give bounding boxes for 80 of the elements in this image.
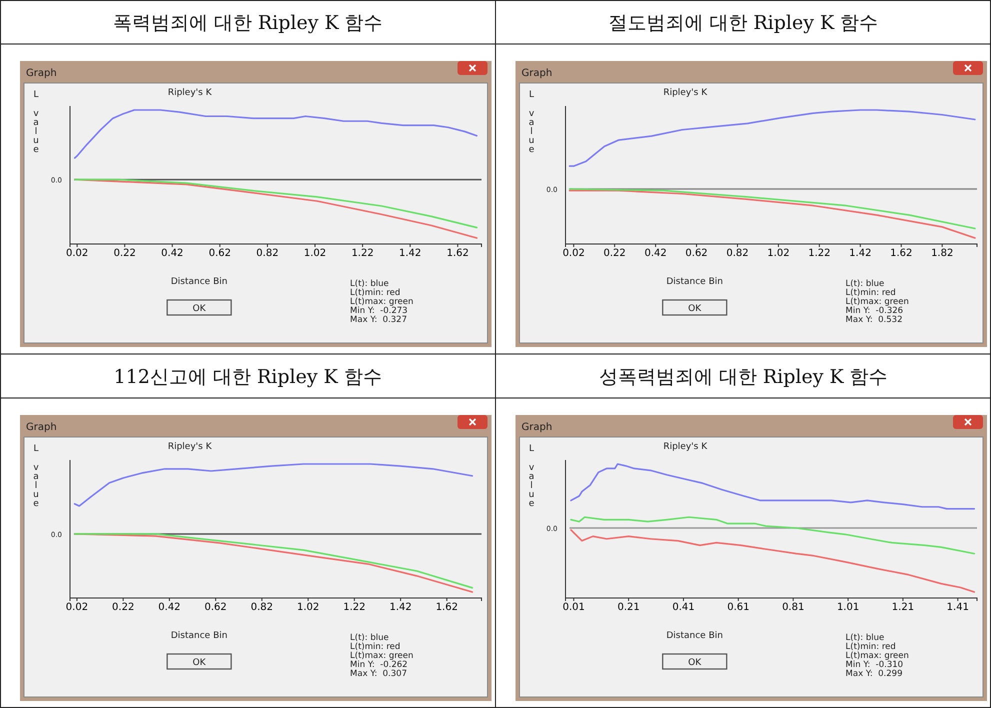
- text: Min Y: -0.326: [846, 306, 904, 316]
- x-tick-label: 1.62: [446, 248, 469, 260]
- x-tick-label: 0.42: [644, 248, 667, 260]
- x-tick-label: 0.02: [66, 602, 88, 614]
- text: L(t)max: green: [846, 297, 909, 307]
- x-tick-label: 1.82: [931, 248, 954, 260]
- chart-title: 폭력범죄에 대한 Ripley K 함수: [112, 12, 383, 34]
- x-axis-title: Distance Bin: [170, 277, 228, 287]
- text: L(t)max: green: [350, 297, 414, 307]
- x-tick-label: 0.82: [256, 248, 279, 260]
- x-tick-label: 1.41: [946, 602, 969, 614]
- text: Graph: [522, 68, 552, 79]
- x-tick-label: 1.42: [389, 602, 412, 614]
- text: Max Y: 0.532: [846, 315, 903, 325]
- y-axis-title: L value: [528, 444, 535, 509]
- x-tick-label: 0.41: [672, 602, 695, 614]
- x-tick-label: 0.42: [161, 248, 184, 260]
- x-tick-label: 1.22: [343, 602, 366, 614]
- text: OK: [688, 304, 702, 314]
- text: L(t): blue: [350, 633, 389, 643]
- x-axis-title: Distance Bin: [666, 277, 723, 287]
- x-tick-label: 0.21: [617, 602, 640, 614]
- x-tick-label: 1.62: [436, 602, 458, 614]
- x-tick-label: 1.22: [808, 248, 830, 260]
- text: OK: [192, 304, 207, 314]
- x-tick-label: 0.02: [562, 248, 585, 260]
- y-axis-title: L value: [33, 90, 40, 155]
- x-tick-label: 1.42: [849, 248, 872, 260]
- text: Graph: [522, 422, 552, 433]
- x-tick-label: 0.61: [727, 602, 750, 614]
- text: L(t): blue: [350, 279, 389, 289]
- x-tick-label: 1.02: [767, 248, 790, 260]
- y-axis-title: L value: [528, 90, 535, 155]
- chart-title: 절도범죄에 대한 Ripley K 함수: [608, 12, 878, 34]
- x-tick-label: 0.81: [782, 602, 804, 614]
- x-tick-label: 0.42: [158, 602, 181, 614]
- text: Graph: [26, 68, 57, 79]
- text: Max Y: 0.307: [350, 669, 408, 679]
- chart-title: 성폭력범죄에 대한 Ripley K 함수: [598, 366, 888, 388]
- x-tick-label: 0.82: [250, 602, 274, 614]
- x-tick-label: 0.22: [112, 602, 134, 614]
- x-tick-label: 0.62: [208, 248, 231, 260]
- x-axis-title: Distance Bin: [170, 631, 228, 641]
- x-tick-label: 1.22: [351, 248, 374, 260]
- text: Graph: [26, 422, 57, 433]
- x-tick-label: 1.02: [296, 602, 320, 614]
- text: Min Y: -0.310: [846, 660, 904, 670]
- text: L(t): blue: [846, 633, 884, 643]
- x-tick-label: 1.62: [890, 248, 912, 260]
- x-tick-label: 1.01: [836, 602, 860, 614]
- text: OK: [192, 658, 207, 668]
- x-tick-label: 1.42: [399, 248, 422, 260]
- text: L(t)min: red: [350, 642, 400, 652]
- x-tick-label: 0.02: [66, 248, 88, 260]
- x-tick-label: 0.22: [114, 248, 136, 260]
- x-tick-label: 0.01: [562, 602, 585, 614]
- text: L(t)max: green: [846, 651, 909, 661]
- chart-subtitle: Ripley's K: [663, 88, 708, 98]
- chart-subtitle: Ripley's K: [168, 442, 213, 452]
- x-tick-label: 0.82: [726, 248, 749, 260]
- x-axis-title: Distance Bin: [666, 631, 723, 641]
- x-tick-label: 1.02: [304, 248, 326, 260]
- text: L(t): blue: [846, 279, 884, 289]
- text: Min Y: -0.273: [350, 306, 408, 316]
- chart-subtitle: Ripley's K: [663, 442, 708, 452]
- text: OK: [688, 658, 702, 668]
- x-tick-label: 0.22: [604, 248, 626, 260]
- x-tick-label: 0.62: [685, 248, 708, 260]
- y-axis-title: L value: [33, 444, 40, 509]
- chart-title: 112신고에 대한 Ripley K 함수: [114, 366, 382, 388]
- text: Min Y: -0.262: [350, 660, 408, 670]
- x-tick-label: 1.21: [892, 602, 914, 614]
- text: Max Y: 0.327: [350, 315, 408, 325]
- text: L(t)min: red: [846, 642, 896, 652]
- text: L(t)max: green: [350, 651, 414, 661]
- chart-subtitle: Ripley's K: [168, 88, 213, 98]
- text: L(t)min: red: [846, 288, 896, 298]
- x-tick-label: 0.62: [204, 602, 227, 614]
- text: L(t)min: red: [350, 288, 400, 298]
- text: Max Y: 0.299: [846, 669, 903, 679]
